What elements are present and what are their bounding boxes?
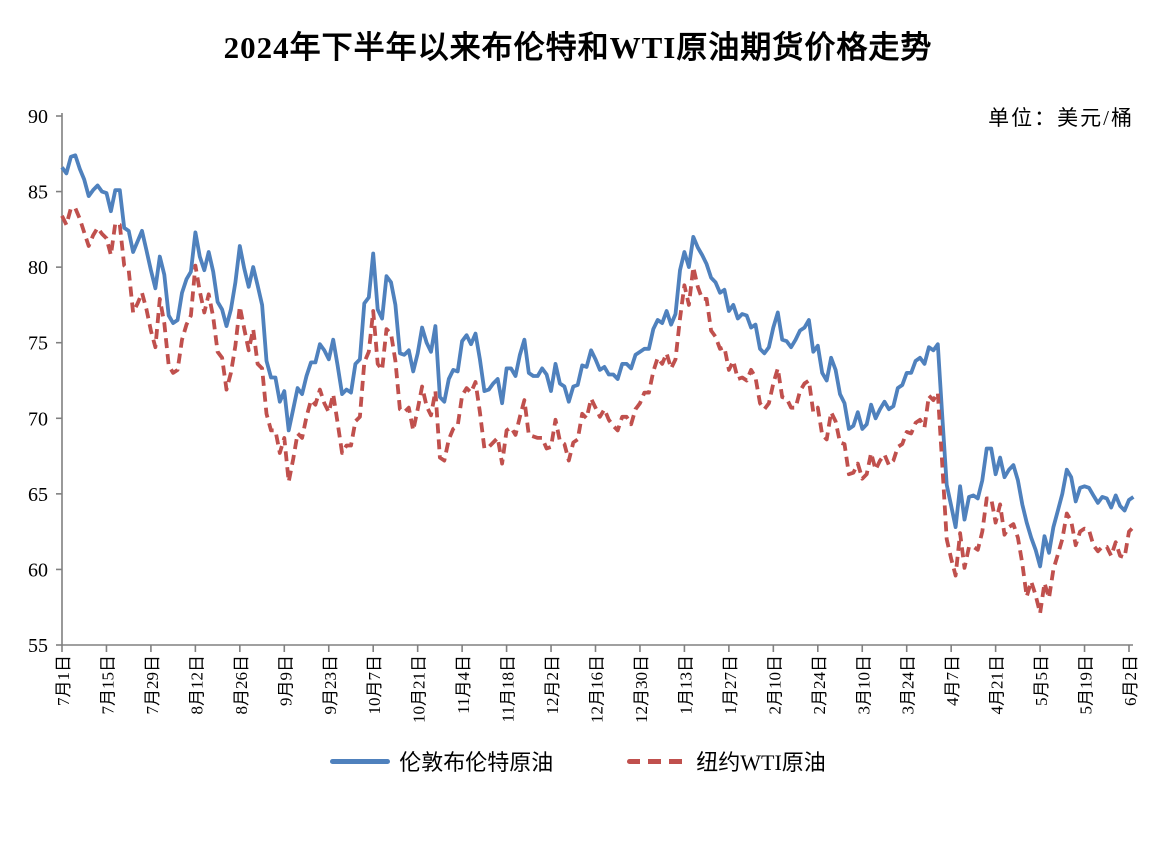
wti-line-swatch [627,758,688,764]
x-axis-label: 2月24日 [810,655,829,715]
y-axis-label: 70 [28,408,48,430]
x-axis-label: 10月21日 [410,655,429,723]
chart-title: 2024年下半年以来布伦特和WTI原油期货价格走势 [223,30,933,65]
unit-label: 单位：美元/桶 [988,106,1134,130]
wti-series-line [60,206,1135,616]
x-axis-label: 3月24日 [899,655,918,715]
x-axis-label: 7月15日 [98,655,117,715]
x-axis-label: 5月19日 [1077,655,1096,715]
x-axis-label: 7月29日 [143,655,162,715]
x-axis-label: 12月2日 [543,655,562,715]
legend-item-wti: 纽约WTI原油 [627,745,826,777]
x-axis-label: 2月10日 [765,655,784,715]
x-axis-label: 12月16日 [588,655,607,723]
x-axis-label: 7月1日 [54,655,73,706]
x-axis-label: 11月18日 [499,655,518,722]
brent-legend-label: 伦敦布伦特原油 [399,750,554,775]
x-axis-label: 3月10日 [854,655,873,715]
x-axis-label: 8月12日 [187,655,206,715]
y-axis-label: 90 [28,106,48,128]
y-axis-label: 55 [28,635,48,657]
x-axis-label: 9月23日 [321,655,340,715]
x-axis-label: 10月7日 [365,655,384,715]
x-axis-label: 9月9日 [276,655,295,706]
chart-legend: 伦敦布伦特原油 纽约WTI原油 [0,745,1156,777]
x-axis-label: 6月2日 [1121,655,1140,706]
y-axis-label: 80 [28,257,48,279]
y-axis-label: 85 [28,182,48,204]
wti-legend-label: 纽约WTI原油 [696,750,826,775]
axes [61,113,1133,646]
x-axis-label: 8月26日 [232,655,251,715]
y-axis-label: 60 [28,559,48,581]
x-axis-label: 1月27日 [721,655,740,715]
x-axis-label: 1月13日 [676,655,695,715]
x-axis-label: 4月7日 [943,655,962,706]
price-chart-plot: 55 60 65 70 75 80 85 90 7月1日 7月15日 7月29日 8月12日 8月26日… [28,106,1140,723]
x-axis-label: 11月4日 [454,655,473,714]
brent-line-swatch [330,758,391,764]
brent-series-line [60,153,1135,569]
y-axis-label: 75 [28,333,48,355]
x-axis-label: 5月5日 [1032,655,1051,706]
x-axis-label: 4月21日 [988,655,1007,715]
y-axis-label: 65 [28,484,48,506]
legend-item-brent: 伦敦布伦特原油 [330,745,553,777]
x-axis-label: 12月30日 [632,655,651,723]
